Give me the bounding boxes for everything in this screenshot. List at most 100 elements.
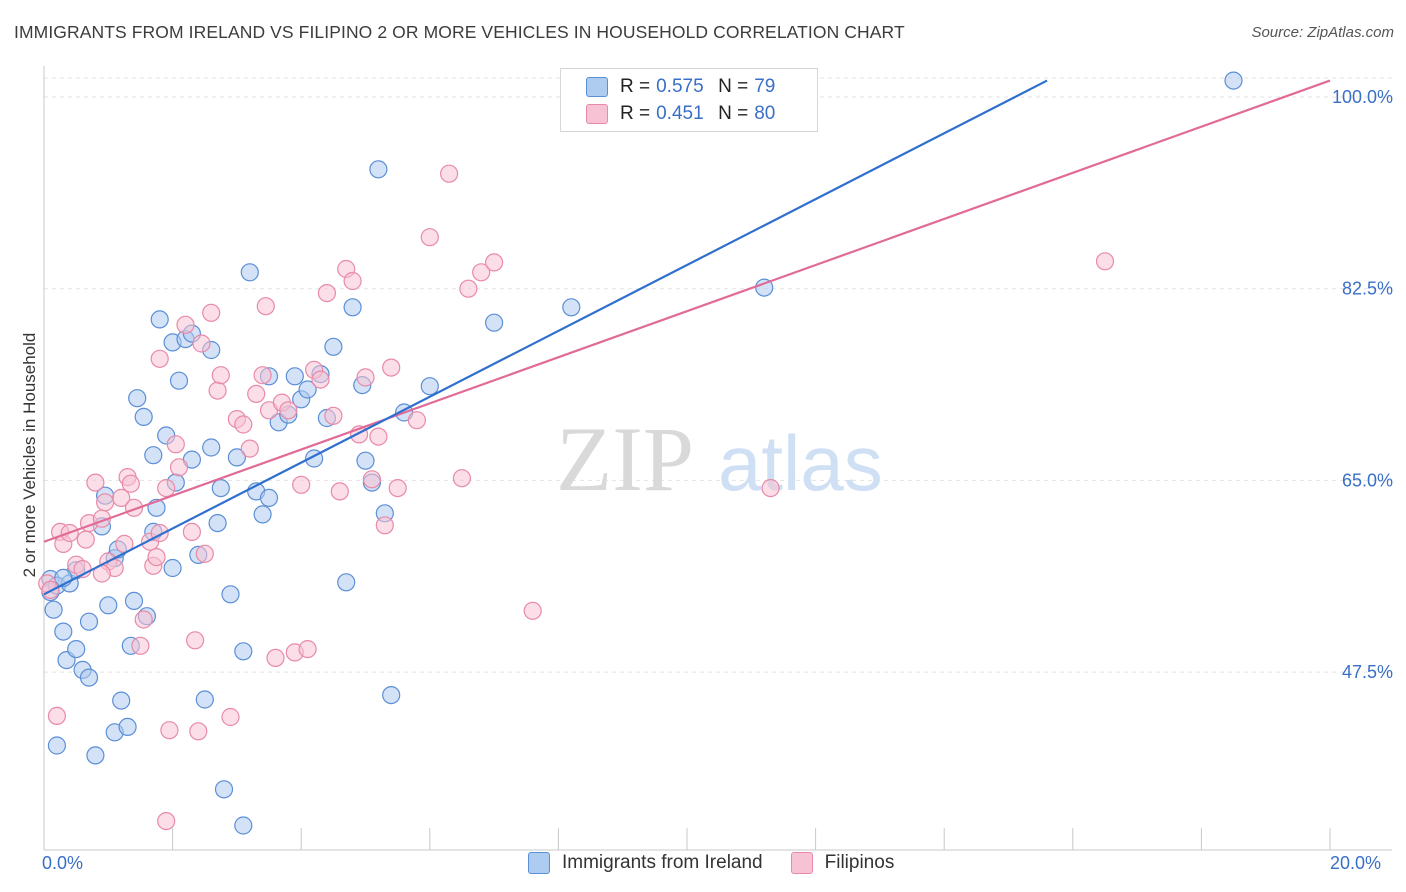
- data-point: [112, 691, 131, 710]
- legend-r-value: 0.451: [656, 103, 704, 124]
- data-point: [211, 479, 230, 498]
- x-tick-label-max: 20.0%: [1330, 853, 1382, 873]
- data-point: [169, 458, 189, 477]
- data-point: [86, 746, 105, 765]
- data-point: [382, 358, 401, 377]
- data-point: [485, 313, 504, 332]
- data-point: [186, 631, 205, 650]
- legend-swatch-ireland: [528, 852, 550, 874]
- data-point: [240, 439, 259, 458]
- data-point: [121, 474, 140, 493]
- data-point: [247, 384, 266, 403]
- legend-r-label: R =: [620, 103, 651, 124]
- legend-swatch-filipinos: [790, 852, 813, 874]
- data-point: [1224, 71, 1243, 90]
- data-point: [298, 639, 317, 659]
- data-point: [266, 648, 285, 668]
- legend-n-value: 80: [754, 103, 776, 124]
- legend-n-label: N =: [718, 103, 749, 124]
- data-point: [253, 505, 272, 524]
- data-point: [124, 591, 144, 611]
- data-point: [388, 479, 407, 498]
- data-point: [234, 642, 253, 661]
- trend-line-filipinos: [43, 79, 1331, 543]
- data-point: [420, 228, 439, 247]
- data-point: [157, 811, 176, 831]
- data-point: [86, 473, 105, 492]
- watermark: ZIP atlas: [556, 408, 883, 510]
- data-point: [324, 406, 343, 425]
- data-point: [337, 573, 356, 592]
- data-point: [169, 371, 189, 390]
- data-point: [452, 469, 471, 488]
- data-point: [166, 435, 185, 454]
- stats-legend: R = 0.575 N = 79 R = 0.451 N = 80: [560, 68, 818, 132]
- data-point: [292, 475, 311, 494]
- data-point: [440, 164, 459, 183]
- data-point: [343, 298, 362, 317]
- data-point: [176, 315, 195, 334]
- data-point: [150, 310, 169, 329]
- data-point: [420, 377, 439, 396]
- data-point: [343, 271, 362, 291]
- data-point: [44, 600, 63, 619]
- data-point: [112, 488, 131, 507]
- legend-swatch-filipinos: [586, 104, 608, 124]
- legend-row-ireland: R = 0.575 N = 79: [586, 75, 775, 99]
- data-point: [227, 448, 246, 467]
- legend-r-value: 0.575: [656, 76, 704, 97]
- data-point: [160, 721, 179, 740]
- data-point: [202, 303, 221, 322]
- data-point: [459, 279, 478, 298]
- data-point: [221, 585, 240, 604]
- data-point: [163, 558, 182, 578]
- data-point: [79, 668, 99, 687]
- chart-title: IMMIGRANTS FROM IRELAND VS FILIPINO 2 OR…: [14, 22, 905, 42]
- data-point: [279, 401, 298, 420]
- watermark-atlas: atlas: [718, 419, 883, 507]
- data-point: [195, 544, 214, 563]
- watermark-zip: ZIP: [556, 408, 694, 510]
- legend-r-label: R =: [620, 76, 651, 97]
- data-point: [95, 493, 115, 512]
- data-point: [128, 389, 147, 408]
- y-tick-label: 82.5%: [1342, 279, 1393, 299]
- legend-n-label: N =: [718, 76, 749, 97]
- data-point: [67, 639, 86, 659]
- data-point: [253, 366, 272, 385]
- data-point: [311, 370, 330, 389]
- data-point: [54, 622, 73, 641]
- x-tick-label-min: 0.0%: [42, 853, 84, 873]
- data-point: [182, 522, 201, 542]
- data-point: [192, 334, 211, 353]
- axes: [43, 66, 1392, 851]
- data-point: [134, 407, 153, 426]
- data-point: [118, 717, 137, 737]
- legend-n-value: 79: [754, 76, 776, 97]
- data-point: [369, 160, 388, 179]
- data-point: [485, 253, 504, 272]
- data-point: [356, 368, 375, 387]
- data-point: [523, 601, 542, 620]
- data-point: [221, 707, 240, 727]
- legend-item-filipinos[interactable]: Filipinos: [790, 852, 894, 874]
- data-point: [79, 612, 99, 631]
- trend-line-ireland: [43, 79, 1048, 596]
- data-point: [144, 446, 163, 465]
- legend-item-ireland[interactable]: Immigrants from Ireland: [528, 852, 763, 874]
- data-point: [369, 427, 388, 446]
- data-point: [234, 415, 253, 434]
- data-point: [356, 451, 375, 470]
- data-point: [1095, 252, 1115, 271]
- data-point: [298, 380, 317, 399]
- data-point: [259, 488, 279, 507]
- source-credit: Source: ZipAtlas.com: [1251, 24, 1394, 41]
- data-point: [147, 547, 166, 567]
- data-point: [240, 263, 259, 282]
- data-point: [330, 482, 349, 501]
- data-point: [362, 470, 381, 489]
- data-point: [562, 298, 581, 317]
- data-point: [234, 816, 253, 835]
- data-point: [761, 479, 780, 498]
- legend-row-filipinos: R = 0.451 N = 80: [586, 102, 775, 126]
